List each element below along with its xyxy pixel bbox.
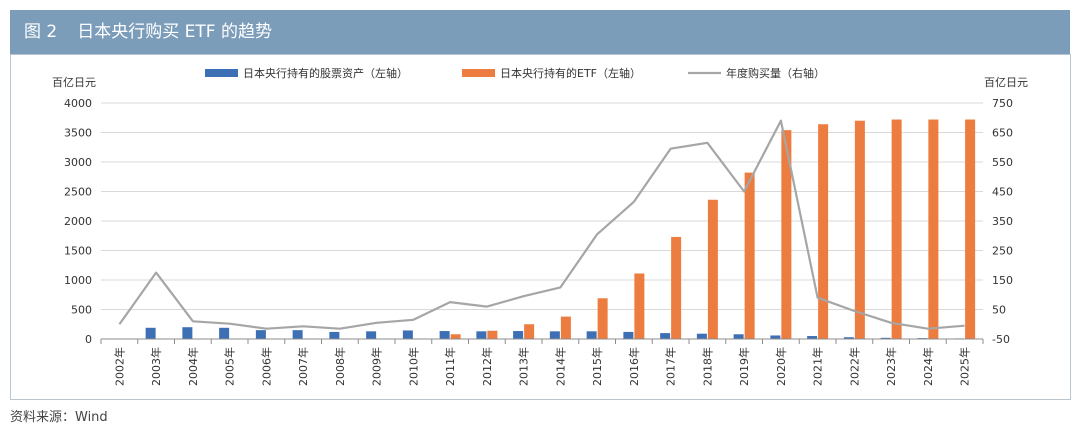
stock-asset-bar [329, 331, 340, 339]
etf-holding-bar [671, 236, 682, 339]
etf-holding-bar [818, 124, 829, 340]
stock-asset-bar [402, 330, 413, 339]
left-tick-label: 2500 [64, 186, 92, 199]
right-tick-label: 750 [992, 97, 1013, 110]
stock-asset-bar [439, 331, 450, 339]
stock-asset-bar [733, 334, 744, 339]
etf-holding-bar [854, 120, 865, 339]
etf-holding-bar [744, 172, 755, 339]
stock-asset-bar [586, 331, 597, 339]
x-tick-label: 2018年 [700, 347, 714, 386]
stock-asset-bar [623, 331, 634, 339]
etf-holding-bar [707, 199, 718, 339]
stock-asset-bar [366, 331, 377, 339]
legend-label: 日本央行持有的ETF（左轴） [500, 66, 641, 80]
x-tick-label: 2015年 [590, 347, 604, 386]
right-tick-label: 550 [992, 156, 1013, 169]
left-tick-label: 3500 [64, 127, 92, 140]
x-tick-label: 2023年 [884, 347, 898, 386]
right-axis-unit: 百亿日元 [984, 76, 1028, 89]
etf-chart: 百亿日元 百亿日元 0 500 1000 1500 2000 2500 3000 3500 4000… [52, 66, 1028, 386]
left-tick-label: 2000 [64, 215, 92, 228]
stock-asset-bar [219, 327, 230, 339]
x-tick-label: 2007年 [296, 347, 310, 386]
x-tick-label: 2009年 [370, 347, 384, 386]
x-tick-label: 2019年 [737, 347, 751, 386]
legend-swatch-etf [462, 69, 495, 77]
left-tick-label: 4000 [64, 97, 92, 110]
etf-holding-bar [965, 119, 976, 340]
x-tick-label: 2008年 [333, 347, 347, 386]
legend: 日本央行持有的股票资产（左轴） 日本央行持有的ETF（左轴） 年度购买量（右轴） [205, 66, 825, 80]
x-tick-label: 2020年 [774, 347, 788, 386]
etf-holding-bar [781, 130, 792, 339]
legend-swatch-stock [205, 69, 238, 77]
etf-holding-bar [891, 119, 902, 340]
x-tick-label: 2016年 [627, 347, 641, 386]
x-tick-label: 2010年 [406, 347, 420, 386]
stock-asset-bar [292, 330, 303, 339]
etf-holding-bar [560, 316, 571, 339]
stock-asset-bar [182, 327, 193, 339]
source-note: 资料来源：Wind [10, 410, 108, 425]
etf-holding-bar [524, 324, 535, 339]
left-tick-label: 1500 [64, 245, 92, 258]
x-tick-label: 2014年 [553, 347, 567, 386]
stock-asset-bar [476, 331, 487, 339]
stock-asset-bar [513, 331, 524, 339]
etf-holding-bar [450, 334, 461, 339]
etf-holding-bar [597, 298, 608, 339]
x-tick-label: 2012年 [480, 347, 494, 386]
left-tick-label: 1000 [64, 274, 92, 287]
annual-purchase-line [118, 119, 965, 330]
x-tick-label: 2002年 [112, 347, 126, 386]
right-tick-label: 250 [992, 245, 1013, 258]
right-tick-label: 150 [992, 274, 1013, 287]
right-tick-label: 650 [992, 127, 1013, 140]
figure-title-bar: 图 2 日本央行购买 ETF 的趋势 [10, 10, 1070, 54]
stock-asset-bar [145, 327, 156, 339]
x-tick-label: 2004年 [186, 347, 200, 386]
x-tick-label: 2005年 [223, 347, 237, 386]
grid-layer [101, 102, 983, 310]
etf-holding-bar [634, 273, 645, 339]
stock-asset-bar [843, 337, 854, 339]
stock-asset-bar [255, 330, 266, 339]
figure-title: 日本央行购买 ETF 的趋势 [77, 22, 272, 42]
right-tick-label: -50 [992, 333, 1010, 346]
line-layer [118, 119, 965, 330]
x-tick-label: 2022年 [847, 347, 861, 386]
x-tick-label: 2024年 [921, 347, 935, 386]
etf-holding-bar [487, 330, 498, 339]
stock-asset-bar [696, 333, 707, 339]
legend-label: 日本央行持有的股票资产（左轴） [243, 66, 408, 80]
right-tick-label: 350 [992, 215, 1013, 228]
x-tick-label: 2021年 [811, 347, 825, 386]
stock-asset-bar [807, 336, 818, 339]
stock-asset-bar [549, 331, 560, 339]
left-tick-label: 3000 [64, 156, 92, 169]
right-tick-label: 450 [992, 186, 1013, 199]
left-axis-unit: 百亿日元 [52, 76, 96, 89]
right-tick-label: 50 [992, 304, 1006, 317]
stock-asset-bar [770, 335, 781, 339]
legend-label: 年度购买量（右轴） [726, 66, 825, 80]
x-tick-label: 2006年 [259, 347, 273, 386]
stock-asset-bar [660, 333, 671, 339]
left-tick-label: 0 [85, 333, 92, 346]
figure-number: 图 2 [24, 22, 58, 42]
left-tick-label: 500 [71, 304, 92, 317]
stock-asset-bar [880, 337, 891, 339]
x-tick-label: 2003年 [149, 347, 163, 386]
bar-layer [145, 119, 976, 340]
etf-holding-bar [928, 119, 939, 340]
x-tick-label: 2017年 [664, 347, 678, 386]
x-tick-label: 2013年 [517, 347, 531, 386]
axis-layer: 百亿日元 百亿日元 0 500 1000 1500 2000 2500 3000 3500 4000… [52, 76, 1028, 386]
x-tick-label: 2025年 [958, 347, 972, 386]
x-tick-label: 2011年 [443, 347, 457, 386]
